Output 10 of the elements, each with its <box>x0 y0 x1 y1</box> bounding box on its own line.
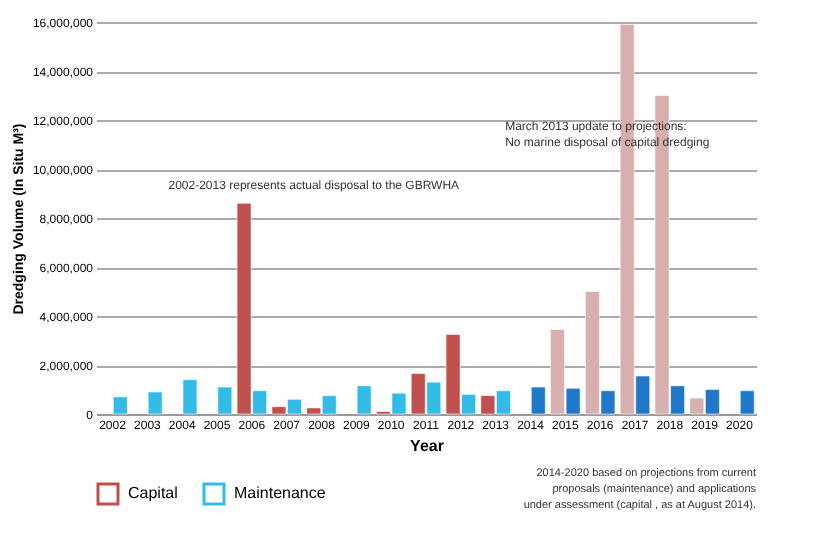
x-axis-title: Year <box>410 437 444 455</box>
legend-label: Capital <box>128 484 179 502</box>
bar <box>217 386 233 415</box>
bar <box>739 390 755 415</box>
bar <box>113 396 128 415</box>
legend-label: Maintenance <box>234 484 327 502</box>
bar <box>530 386 546 415</box>
bar <box>182 379 198 415</box>
bar <box>356 385 372 415</box>
bar <box>147 391 163 415</box>
